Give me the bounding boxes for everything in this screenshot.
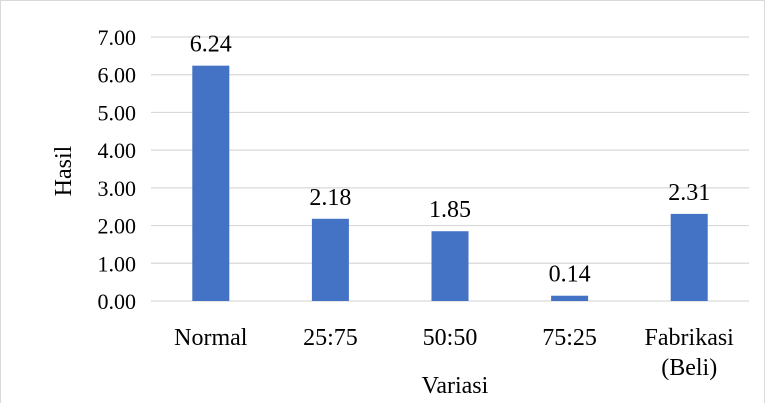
y-tick-label: 5.00	[98, 100, 137, 125]
bar	[192, 65, 230, 301]
x-axis-categories: Normal 25:75 50:50 75:25 Fabrikasi (Beli)	[174, 325, 734, 381]
x-category-label: 50:50	[423, 325, 478, 351]
x-axis-title: Variasi	[422, 373, 489, 399]
bar	[670, 213, 708, 301]
data-label: 1.85	[429, 197, 471, 223]
y-axis-title: Hasil	[51, 145, 77, 196]
data-label: 2.18	[309, 185, 351, 211]
y-tick-label: 4.00	[98, 138, 137, 163]
bar	[551, 295, 589, 301]
data-label: 2.31	[668, 180, 710, 206]
x-category-label: Fabrikasi (Beli)	[645, 325, 735, 381]
data-label: 6.24	[190, 32, 232, 58]
y-tick-label: 2.00	[98, 214, 137, 239]
y-tick-label: 3.00	[98, 176, 137, 201]
y-tick-label: 7.00	[98, 25, 137, 50]
bar	[431, 231, 469, 301]
y-tick-label: 1.00	[98, 251, 137, 276]
data-label: 0.14	[549, 262, 591, 288]
x-category-label: 25:75	[303, 325, 358, 351]
bars	[192, 65, 708, 301]
gridlines	[151, 36, 749, 302]
y-axis-ticks: 0.00 1.00 2.00 3.00 4.00 5.00 6.00 7.00	[98, 25, 137, 314]
data-labels: 6.24 2.18 1.85 0.14 2.31	[190, 32, 710, 288]
bar	[311, 218, 349, 301]
x-category-label: Normal	[174, 325, 248, 351]
x-category-label: 75:25	[542, 325, 597, 351]
y-tick-label: 6.00	[98, 63, 137, 88]
y-tick-label: 0.00	[98, 289, 137, 314]
